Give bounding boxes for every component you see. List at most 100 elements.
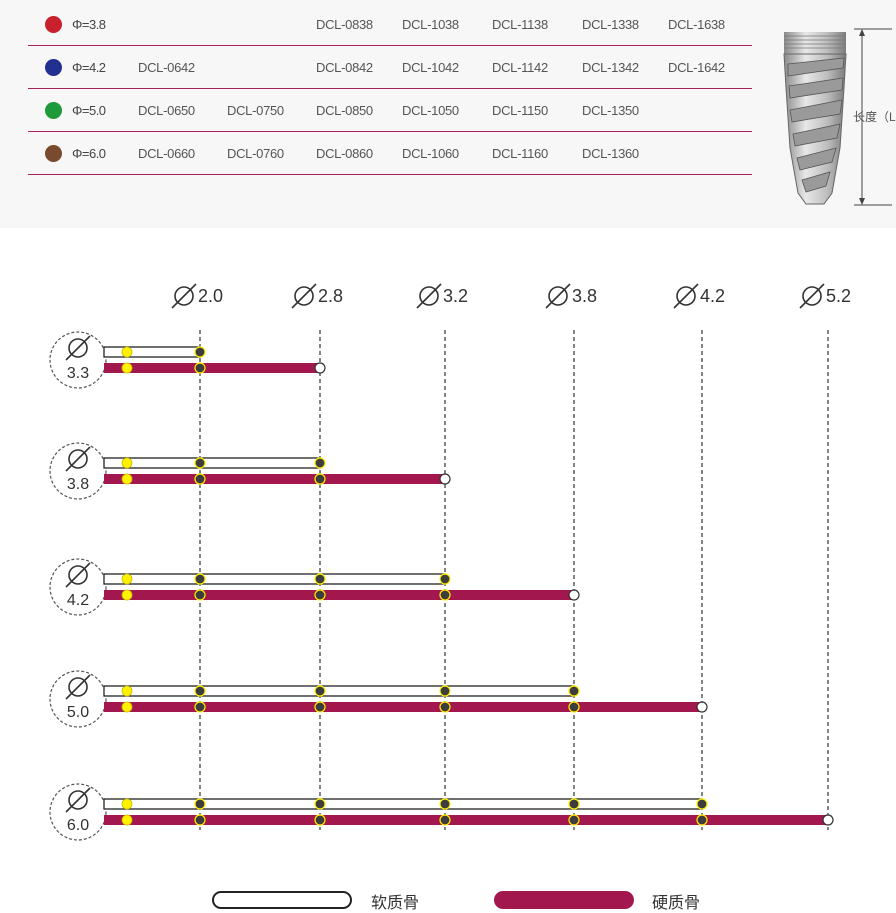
drill-step-dot	[194, 589, 206, 601]
hard-bone-bar	[104, 815, 828, 825]
product-code: DCL-0760	[227, 146, 284, 161]
drill-step-dot	[314, 685, 326, 697]
diameter-label: Φ=6.0	[72, 146, 106, 161]
soft-bone-bar	[103, 457, 321, 469]
product-code: DCL-0650	[138, 103, 195, 118]
product-code: DCL-1138	[492, 17, 548, 32]
legend-soft-bone-swatch	[212, 891, 352, 909]
diameter-color-dot	[45, 59, 62, 76]
product-code: DCL-1142	[492, 60, 548, 75]
drill-step-dot	[696, 798, 708, 810]
drill-step-dot	[314, 589, 326, 601]
implant-badge	[49, 670, 107, 728]
drill-step-dot	[314, 701, 326, 713]
drill-step-dot	[314, 573, 326, 585]
product-code: DCL-1160	[492, 146, 548, 161]
product-code: DCL-1638	[668, 17, 725, 32]
spec-row: Φ=4.2 DCL-0642 DCL-0842 DCL-1042 DCL-1142 DCL…	[28, 46, 752, 89]
diameter-symbol-icon	[68, 338, 88, 358]
drill-step-dot	[439, 814, 451, 826]
drill-step-dot	[568, 701, 580, 713]
product-code: DCL-1038	[402, 17, 459, 32]
drill-step-dot	[439, 685, 451, 697]
length-label: 长度（L	[853, 110, 896, 124]
drill-step-dot	[439, 701, 451, 713]
final-drill-dot	[568, 589, 580, 601]
start-point-dot	[121, 701, 133, 713]
drill-step-dot	[194, 362, 206, 374]
implant-diameter-label: 5.0	[67, 704, 89, 721]
diameter-symbol-slash	[416, 283, 442, 309]
legend-soft-bone-label: 软质骨	[371, 895, 420, 912]
legend-hard-bone-label: 硬质骨	[652, 895, 701, 912]
soft-bone-bar	[103, 685, 575, 697]
start-point-dot	[121, 589, 133, 601]
drill-header-label: 4.2	[700, 286, 725, 306]
diameter-symbol-slash	[545, 283, 571, 309]
start-point-dot	[121, 573, 133, 585]
product-panel: Φ=3.8 DCL-0838 DCL-1038 DCL-1138 DCL-1338 DCL…	[0, 0, 896, 228]
drill-header-label: 3.8	[572, 286, 597, 306]
soft-bone-bar	[103, 798, 703, 810]
product-code: DCL-1042	[402, 60, 459, 75]
diameter-symbol-icon	[68, 449, 88, 469]
diameter-symbol-slash	[65, 674, 91, 700]
diameter-symbol-slash	[673, 283, 699, 309]
diameter-symbol-icon	[68, 565, 88, 585]
drill-step-dot	[314, 457, 326, 469]
diameter-symbol-slash	[799, 283, 825, 309]
product-code: DCL-0838	[316, 17, 373, 32]
diameter-symbol-icon	[174, 286, 194, 306]
product-code: DCL-0842	[316, 60, 373, 75]
product-code: DCL-0860	[316, 146, 373, 161]
implant-badge	[49, 783, 107, 841]
start-point-dot	[121, 685, 133, 697]
diameter-color-dot	[45, 145, 62, 162]
spec-row: Φ=6.0 DCL-0660 DCL-0760 DCL-0860 DCL-1060 DCL…	[28, 132, 752, 175]
final-drill-dot	[696, 701, 708, 713]
hard-bone-bar	[104, 363, 320, 373]
diameter-symbol-icon	[676, 286, 696, 306]
final-drill-dot	[822, 814, 834, 826]
product-code: DCL-1350	[582, 103, 639, 118]
drill-step-dot	[194, 685, 206, 697]
product-code: DCL-0660	[138, 146, 195, 161]
product-code: DCL-1150	[492, 103, 548, 118]
diameter-symbol-icon	[294, 286, 314, 306]
start-point-dot	[121, 346, 133, 358]
drill-step-dot	[314, 473, 326, 485]
drill-step-dot	[439, 798, 451, 810]
product-code: DCL-0750	[227, 103, 284, 118]
hard-bone-bar	[104, 590, 574, 600]
drill-step-dot	[194, 814, 206, 826]
hard-bone-bar	[104, 474, 445, 484]
diameter-symbol-icon	[68, 790, 88, 810]
diameter-symbol-slash	[65, 562, 91, 588]
diameter-symbol-icon	[68, 677, 88, 697]
implant-illustration	[783, 32, 847, 205]
implant-diameter-label: 6.0	[67, 817, 89, 834]
implant-diameter-label: 3.3	[67, 365, 89, 382]
implant-diameter-label: 4.2	[67, 592, 89, 609]
soft-bone-bar	[103, 573, 446, 585]
product-code: DCL-1642	[668, 60, 725, 75]
final-drill-dot	[439, 473, 451, 485]
soft-bone-bar	[103, 346, 201, 358]
diameter-symbol-slash	[171, 283, 197, 309]
drill-step-dot	[194, 701, 206, 713]
product-code: DCL-1338	[582, 17, 639, 32]
start-point-dot	[121, 473, 133, 485]
drill-header-label: 5.2	[826, 286, 851, 306]
drill-step-dot	[696, 814, 708, 826]
start-point-dot	[121, 814, 133, 826]
implant-badge	[49, 331, 107, 389]
diameter-symbol-slash	[65, 787, 91, 813]
product-code: DCL-0850	[316, 103, 373, 118]
drill-step-dot	[194, 573, 206, 585]
hard-bone-bar	[104, 702, 702, 712]
spec-row: Φ=3.8 DCL-0838 DCL-1038 DCL-1138 DCL-1338 DCL…	[28, 3, 752, 46]
diameter-symbol-icon	[548, 286, 568, 306]
diameter-label: Φ=4.2	[72, 60, 106, 75]
product-code: DCL-1342	[582, 60, 639, 75]
product-code: DCL-1050	[402, 103, 459, 118]
